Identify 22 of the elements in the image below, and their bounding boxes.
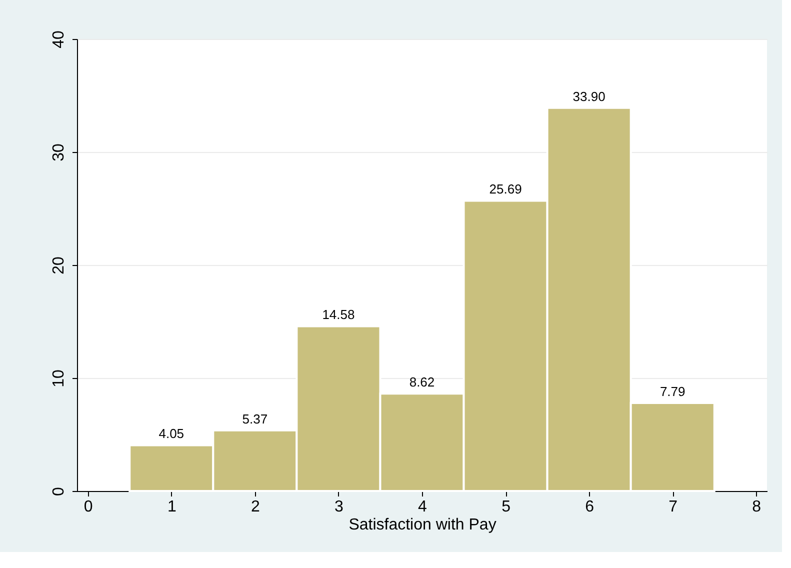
x-axis-title: Satisfaction with Pay: [348, 516, 496, 534]
x-tick-label: 1: [167, 498, 176, 516]
x-tick-label: 8: [752, 498, 762, 516]
data-label: 33.90: [572, 88, 606, 104]
x-tick-label: 0: [84, 498, 93, 516]
y-tick-label: 40: [50, 30, 68, 48]
y-tick-label: 30: [50, 144, 68, 162]
x-tick-label: 2: [250, 498, 260, 516]
y-tick-label: 0: [50, 486, 68, 496]
data-label: 8.62: [409, 374, 435, 390]
y-tick-label: 10: [50, 370, 68, 388]
x-tick-label: 5: [502, 498, 511, 516]
data-label: 25.69: [489, 182, 522, 197]
data-label: 7.79: [660, 384, 686, 399]
x-tick-label: 6: [585, 498, 594, 516]
data-label: 5.37: [242, 411, 268, 426]
data-label: 4.05: [158, 426, 184, 442]
data-label: 14.58: [322, 307, 355, 322]
x-tick-label: 4: [418, 498, 428, 516]
x-tick-label: 3: [334, 498, 344, 516]
x-tick-label: 7: [668, 498, 678, 516]
y-tick-label: 20: [50, 256, 68, 274]
